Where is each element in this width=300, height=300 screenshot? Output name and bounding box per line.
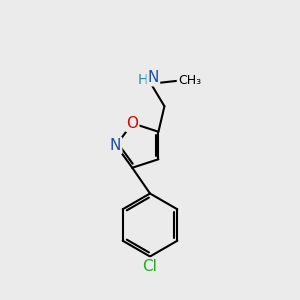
Text: Cl: Cl [142, 259, 158, 274]
Text: H: H [137, 73, 148, 87]
Text: N: N [110, 138, 121, 153]
Text: CH₃: CH₃ [178, 74, 201, 87]
Text: O: O [126, 116, 138, 131]
Text: N: N [148, 70, 159, 85]
